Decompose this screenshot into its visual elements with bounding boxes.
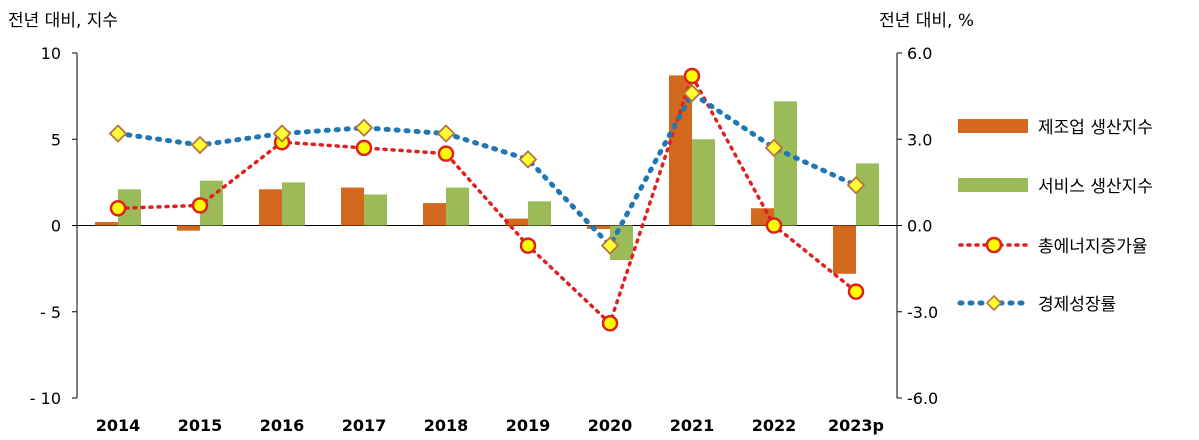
left-tick-label: 10	[41, 44, 61, 63]
right-tick-label: -6.0	[907, 389, 938, 408]
bar-services	[856, 163, 879, 226]
gdp-growth-point	[190, 135, 210, 155]
gdp-growth-point	[272, 124, 292, 143]
gdp-growth-point	[846, 175, 866, 195]
left-axis-title: 전년 대비, 지수	[8, 11, 118, 31]
bar-services	[528, 201, 551, 226]
right-tick-label: 6.0	[907, 44, 932, 63]
left-tick-label: 5	[51, 130, 61, 149]
x-tick-label: 2023p	[828, 416, 884, 435]
right-axis-title: 전년 대비, %	[879, 11, 974, 31]
gdp-growth-point	[436, 124, 456, 143]
right-tick-label: 0.0	[907, 217, 932, 236]
gdp-growth-point	[108, 124, 128, 143]
x-tick-label: 2017	[342, 416, 387, 435]
energy-growth-point	[519, 237, 537, 254]
legend-marker-gdp	[985, 294, 1003, 312]
energy-growth-point	[437, 145, 455, 162]
energy-growth-point	[355, 139, 373, 157]
legend-marker-energy	[985, 236, 1003, 254]
bar-services	[364, 194, 387, 226]
energy-growth-point	[191, 197, 209, 214]
bar-manufacturing	[341, 187, 364, 226]
x-tick-label: 2022	[752, 416, 797, 435]
gdp-growth-point	[600, 236, 620, 255]
legend-label: 서비스 생산지수	[1038, 177, 1153, 197]
legend-label: 총에너지증가율	[1038, 237, 1147, 257]
gdp-growth-line	[115, 89, 859, 250]
bar-manufacturing	[833, 225, 856, 274]
bar-services	[446, 187, 469, 226]
x-tick-label: 2020	[588, 416, 633, 435]
legend-label: 제조업 생산지수	[1038, 118, 1153, 138]
energy-growth-point	[765, 217, 783, 234]
legend-swatch-manufacturing	[958, 119, 1028, 133]
x-tick-label: 2021	[670, 416, 715, 435]
energy-growth-point	[109, 200, 127, 217]
bar-manufacturing	[669, 75, 692, 226]
gdp-growth-point	[354, 118, 374, 138]
bar-services	[692, 139, 715, 226]
x-tick-label: 2018	[424, 416, 469, 435]
legend-swatch-services	[958, 178, 1028, 192]
bar-manufacturing	[95, 222, 118, 226]
gdp-growth-point	[764, 138, 784, 158]
x-tick-label: 2016	[260, 416, 305, 435]
bar-manufacturing	[259, 189, 282, 226]
bar-manufacturing	[587, 225, 610, 229]
bar-services	[282, 182, 305, 226]
plot-area: 10 5 0 - 5 - 10 6.0 3.0 0.0 -3.0 -6.0 2014 2015 2016…	[30, 44, 938, 435]
gdp-growth-point	[682, 83, 702, 103]
bar-manufacturing	[505, 218, 528, 226]
left-tick-label: 0	[51, 217, 61, 236]
right-tick-label: 3.0	[907, 130, 932, 149]
gdp-growth-point	[518, 150, 538, 169]
energy-growth-point	[683, 67, 701, 85]
x-tick-label: 2015	[178, 416, 223, 435]
bar-manufacturing	[177, 225, 200, 231]
left-tick-label: - 5	[40, 303, 61, 322]
energy-growth-point	[601, 315, 619, 332]
x-tick-label: 2014	[96, 416, 141, 435]
bar-services	[774, 101, 797, 226]
energy-growth-line	[116, 71, 858, 327]
left-tick-label: - 10	[30, 389, 61, 408]
bar-manufacturing	[423, 203, 446, 226]
x-tick-label: 2019	[506, 416, 551, 435]
energy-growth-point	[847, 283, 865, 300]
legend-label: 경제성장률	[1038, 295, 1116, 315]
right-tick-label: -3.0	[907, 303, 938, 322]
